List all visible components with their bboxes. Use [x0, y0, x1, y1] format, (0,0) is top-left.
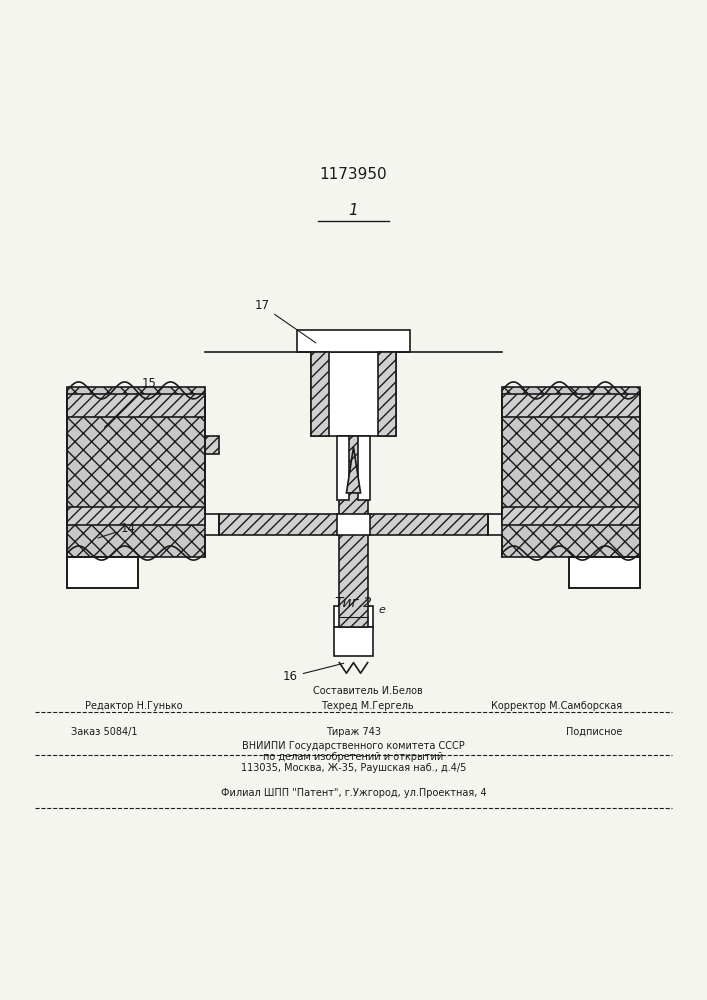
- Text: Тираж 743: Тираж 743: [326, 727, 381, 737]
- Text: e: e: [378, 605, 385, 615]
- Polygon shape: [378, 352, 396, 436]
- Text: Техред М.Гергель: Техред М.Гергель: [321, 701, 414, 711]
- Polygon shape: [67, 387, 205, 557]
- Polygon shape: [67, 394, 205, 417]
- Text: Подписное: Подписное: [566, 727, 622, 737]
- Polygon shape: [358, 436, 370, 500]
- Text: Филиал ШПП "Патент", г.Ужгород, ул.Проектная, 4: Филиал ШПП "Патент", г.Ужгород, ул.Проек…: [221, 788, 486, 798]
- Polygon shape: [67, 557, 138, 588]
- Text: ВНИИПИ Государственного комитета СССР: ВНИИПИ Государственного комитета СССР: [242, 741, 465, 751]
- Polygon shape: [297, 330, 410, 352]
- Polygon shape: [337, 514, 370, 535]
- Polygon shape: [502, 507, 640, 525]
- Polygon shape: [334, 606, 373, 627]
- Polygon shape: [311, 352, 329, 436]
- Polygon shape: [502, 394, 640, 417]
- Polygon shape: [337, 436, 349, 500]
- Text: Τиг.2: Τиг.2: [334, 596, 373, 610]
- Polygon shape: [569, 557, 640, 588]
- Text: Корректор М.Самборская: Корректор М.Самборская: [491, 701, 622, 711]
- Polygon shape: [334, 627, 373, 656]
- Polygon shape: [219, 514, 488, 535]
- Polygon shape: [339, 436, 368, 627]
- Text: Заказ 5084/1: Заказ 5084/1: [71, 727, 137, 737]
- Polygon shape: [502, 387, 640, 557]
- Polygon shape: [311, 352, 396, 436]
- Text: 1: 1: [349, 203, 358, 218]
- Text: 16: 16: [283, 663, 344, 683]
- Text: 17: 17: [255, 299, 316, 343]
- Text: Составитель И.Белов: Составитель И.Белов: [312, 686, 423, 696]
- Text: по делам изобретений и открытий: по делам изобретений и открытий: [264, 752, 443, 762]
- Text: 14: 14: [98, 522, 135, 538]
- Polygon shape: [205, 436, 219, 454]
- Polygon shape: [67, 507, 205, 525]
- Text: 1173950: 1173950: [320, 167, 387, 182]
- Text: 15: 15: [105, 377, 156, 427]
- Text: 113035, Москва, Ж-35, Раушская наб., д.4/5: 113035, Москва, Ж-35, Раушская наб., д.4…: [241, 763, 466, 773]
- Text: Редактор Н.Гунько: Редактор Н.Гунько: [85, 701, 182, 711]
- Polygon shape: [346, 447, 361, 493]
